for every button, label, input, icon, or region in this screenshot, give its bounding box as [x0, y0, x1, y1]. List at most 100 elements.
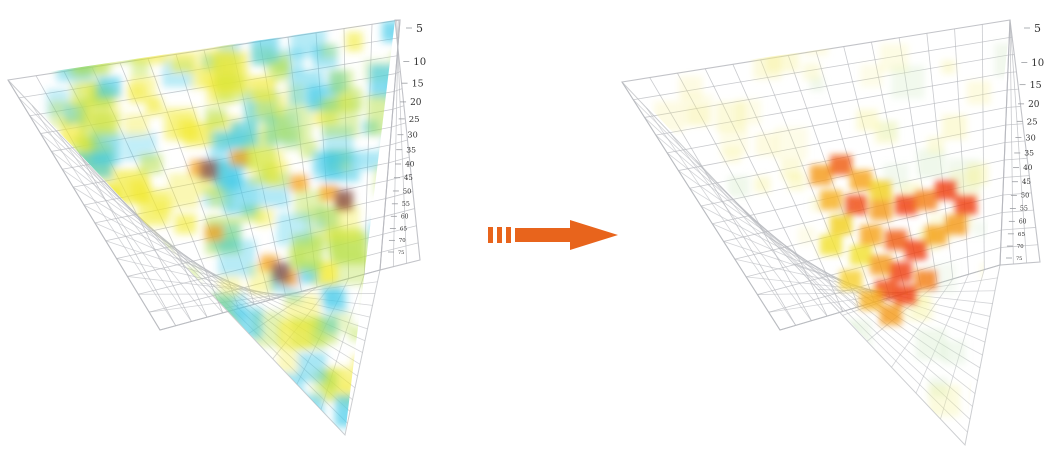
left-voxel	[69, 372, 90, 397]
right-axis-tick-label: 5	[1034, 22, 1041, 35]
left-voxel	[359, 380, 383, 409]
left-voxel	[95, 349, 121, 373]
left-voxel	[271, 61, 290, 81]
left-voxel	[165, 391, 199, 426]
left-voxel	[278, 350, 299, 374]
right-voxel-hot	[830, 215, 852, 235]
left-voxel	[353, 356, 385, 387]
left-voxel	[40, 205, 66, 226]
left-axis-tick-label: 55	[402, 201, 410, 208]
left-voxel	[68, 354, 97, 382]
left-voxel	[57, 196, 91, 234]
left-voxel-hot	[205, 225, 223, 241]
left-voxel	[84, 314, 112, 341]
right-voxel-hot	[870, 255, 892, 275]
right-voxel	[858, 359, 876, 377]
left-voxel	[209, 378, 241, 416]
right-axis-tick-label: 35	[1024, 149, 1034, 158]
left-axis-tick-label: 45	[404, 174, 413, 182]
left-axis-tick-label: 60	[401, 213, 409, 220]
left-voxel	[350, 327, 368, 342]
right-voxel	[741, 353, 765, 377]
right-axis-tick-label: 70	[1017, 244, 1024, 250]
left-voxel	[43, 307, 69, 335]
left-voxel	[69, 28, 97, 59]
left-voxel	[219, 276, 241, 297]
left-voxel	[47, 149, 66, 168]
left-voxel-dark	[200, 160, 218, 180]
right-voxel-hot	[880, 305, 902, 325]
left-voxel	[183, 352, 215, 387]
left-voxel	[83, 296, 119, 337]
left-voxel	[53, 263, 72, 279]
right-voxel-cloud	[643, 32, 1028, 425]
left-voxel	[124, 301, 147, 327]
left-voxel	[73, 48, 107, 76]
left-voxel	[190, 67, 212, 89]
right-voxel	[972, 222, 986, 236]
left-voxel	[346, 32, 363, 52]
left-voxel	[335, 395, 369, 427]
left-voxel	[279, 321, 312, 349]
right-voxel-hot	[840, 270, 862, 290]
right-voxel-hot	[830, 155, 852, 175]
left-voxel	[251, 34, 279, 65]
right-voxel	[660, 212, 690, 242]
left-voxel	[255, 208, 274, 226]
left-voxel-cloud	[40, 21, 432, 427]
right-axis-tick-label: 60	[1019, 218, 1027, 225]
dashed-arrow-right-icon	[488, 220, 618, 250]
right-voxel	[917, 149, 945, 177]
right-voxel	[738, 394, 755, 411]
right-voxel	[657, 311, 677, 331]
right-voxel	[766, 38, 799, 71]
right-axis-tick-label: 55	[1020, 206, 1028, 213]
right-voxel	[655, 283, 689, 317]
left-voxel	[389, 360, 410, 378]
right-voxel	[856, 109, 878, 131]
right-voxel	[678, 389, 707, 418]
left-voxel	[75, 262, 112, 307]
left-axis-tick-label: 50	[403, 187, 411, 195]
left-voxel	[76, 316, 112, 351]
right-voxel	[756, 133, 779, 156]
right-voxel	[798, 227, 815, 244]
left-voxel	[159, 30, 176, 49]
left-voxel	[85, 350, 120, 382]
left-axis-tick-label: 30	[407, 130, 417, 140]
left-voxel	[175, 117, 199, 140]
left-voxel	[139, 154, 162, 174]
left-axis-tick-label: 70	[399, 238, 406, 244]
left-voxel-dark	[335, 190, 353, 210]
right-voxel	[880, 44, 908, 72]
right-voxel-hot	[860, 225, 882, 245]
right-voxel	[942, 115, 967, 140]
left-voxel	[77, 370, 112, 410]
left-axis-tick-label: 20	[410, 98, 422, 108]
left-voxel	[212, 317, 236, 341]
left-axis-tick-label: 35	[406, 145, 416, 154]
left-voxel	[330, 70, 354, 93]
right-voxel-hot	[820, 235, 842, 255]
left-voxel	[166, 355, 198, 384]
left-voxel	[206, 349, 224, 367]
right-voxel	[804, 32, 828, 56]
arrow-dash-2	[497, 227, 502, 243]
left-axis-tick-label: 65	[400, 226, 408, 232]
right-voxel-hot	[860, 290, 882, 310]
left-voxel	[90, 306, 114, 325]
right-voxel	[649, 178, 674, 203]
left-voxel	[138, 189, 169, 225]
left-voxel	[46, 319, 71, 346]
left-voxel	[218, 240, 255, 277]
left-voxel	[205, 387, 240, 421]
right-voxel	[942, 341, 966, 365]
right-axis-tick-label: 65	[1018, 232, 1026, 238]
right-voxel	[860, 64, 883, 87]
right-voxel	[768, 326, 800, 358]
arrow-dash-3	[506, 227, 511, 243]
left-voxel	[76, 352, 97, 372]
right-voxel	[997, 337, 1019, 359]
left-voxel	[178, 376, 196, 395]
left-voxel	[214, 24, 234, 46]
